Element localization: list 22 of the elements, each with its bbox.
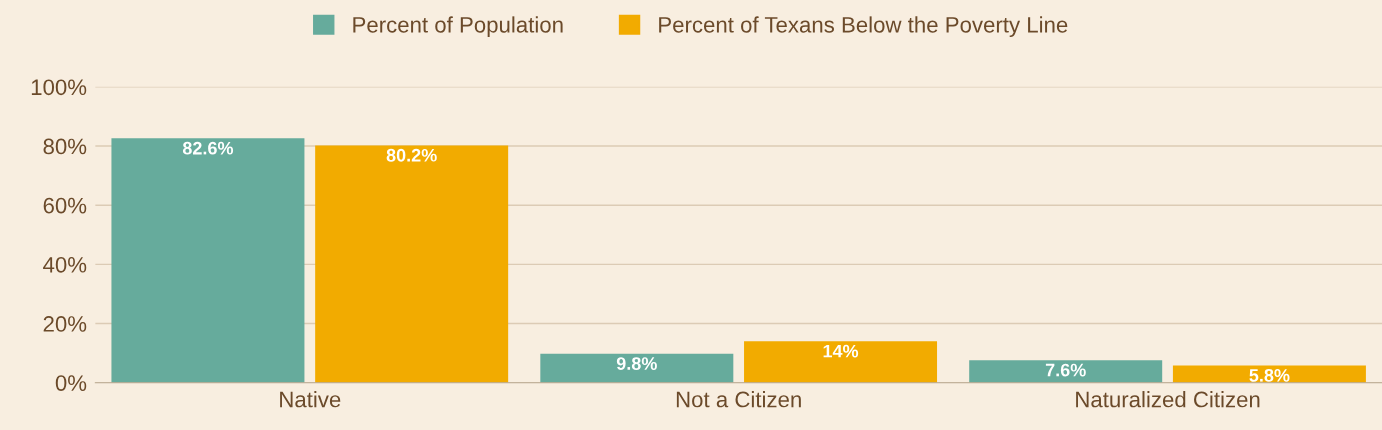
legend-label: Percent of Texans Below the Poverty Line bbox=[659, 16, 1068, 38]
x-tick-label: Not a Citizen bbox=[676, 391, 801, 408]
y-tick-label: 80% bbox=[43, 138, 87, 155]
bar bbox=[540, 353, 734, 383]
data-label: 80.2% bbox=[386, 148, 437, 162]
data-label: 82.6% bbox=[182, 141, 234, 155]
bar bbox=[744, 341, 938, 383]
data-label: 5.8% bbox=[1249, 368, 1290, 382]
bar bbox=[111, 138, 305, 383]
x-tick-label: Naturalized Citizen bbox=[1076, 391, 1260, 408]
bar bbox=[315, 145, 509, 383]
y-tick-label: 0% bbox=[55, 375, 87, 391]
data-label: 9.8% bbox=[616, 357, 657, 370]
y-tick-label: 100% bbox=[31, 79, 87, 96]
y-tick-label: 20% bbox=[43, 316, 87, 332]
y-tick-label: 60% bbox=[43, 197, 87, 214]
data-label: 14% bbox=[823, 344, 859, 358]
x-tick-label: Native bbox=[280, 391, 341, 408]
y-tick-label: 40% bbox=[43, 256, 87, 273]
bar bbox=[969, 360, 1163, 383]
data-label: 7.6% bbox=[1045, 363, 1086, 377]
legend-label: Percent of Population bbox=[353, 16, 563, 38]
